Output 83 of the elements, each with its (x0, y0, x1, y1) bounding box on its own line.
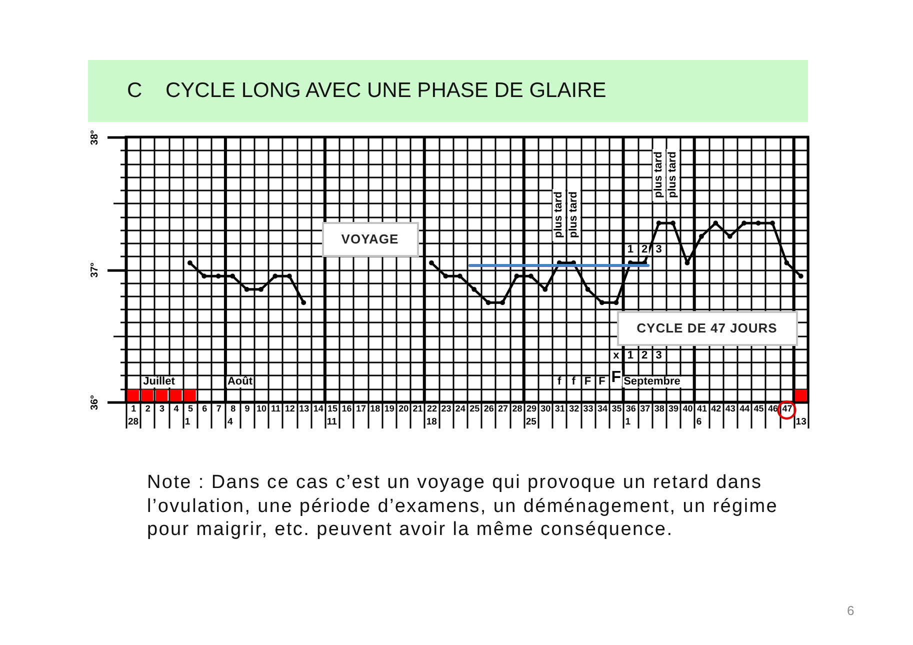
annotation: Août (226, 376, 254, 388)
annotation: Juillet (142, 376, 176, 388)
annotation: F (610, 369, 622, 386)
x-tick-label: 43 (725, 404, 736, 414)
x-tick-label: 19 (384, 404, 394, 414)
text: 11 (326, 416, 337, 428)
annotation: plus tard (552, 188, 566, 241)
y-tick-label: 37° (90, 262, 100, 278)
x-tick-label: 29 (526, 404, 536, 414)
x-tick-label: 15 (328, 404, 338, 414)
x-tick-label: 31 (554, 404, 565, 414)
annotation: VOYAGE (341, 232, 399, 246)
x-tick-label: 12 (284, 404, 295, 414)
x-tick-label: 17 (356, 404, 366, 414)
annotation: plus tard (567, 188, 580, 241)
x-tick-label: 4 (174, 404, 179, 414)
x-tick-label: 44 (740, 404, 750, 414)
annotation: Septembre (622, 376, 682, 388)
annotation: F (583, 376, 592, 388)
annotation: 3 (654, 243, 663, 256)
x-tick-label: 8 (230, 404, 236, 414)
chart-title: C CYCLE LONG AVEC UNE PHASE DE GLAIRE (88, 60, 808, 122)
text: 18 (426, 416, 437, 428)
annotation: 1 (626, 349, 634, 362)
x-tick-label: 10 (256, 404, 266, 414)
x-tick-label: 33 (583, 404, 594, 414)
x-tick-label: 35 (612, 404, 622, 414)
x-tick-label: 42 (711, 404, 722, 414)
text: 13 (796, 416, 806, 428)
x-tick-label: 7 (216, 404, 222, 414)
x-tick-label: 9 (244, 404, 250, 414)
text: 25 (526, 416, 536, 428)
annotation: x (612, 349, 620, 362)
x-tick-label: 20 (398, 404, 409, 414)
x-tick-label: 30 (540, 404, 551, 414)
annotation: F (598, 376, 606, 388)
x-tick-label: 3 (160, 404, 165, 414)
x-tick-label: 26 (484, 404, 494, 414)
x-tick-label: 16 (342, 404, 352, 414)
x-tick-label: 34 (597, 404, 608, 414)
x-tick-label: 36 (626, 404, 636, 414)
x-tick-label: 1 (131, 404, 136, 414)
annotation: 2 (640, 243, 649, 256)
x-tick-label: 37 (640, 404, 650, 414)
text: 1 (184, 416, 190, 428)
annotation: plus tard (652, 148, 666, 202)
x-tick-label: 21 (412, 404, 423, 414)
annotation: plus tard (666, 148, 680, 202)
x-tick-label: 32 (569, 404, 580, 414)
x-tick-label: 39 (668, 404, 679, 414)
x-tick-label: 41 (696, 404, 707, 414)
x-tick-label: 25 (470, 404, 480, 414)
text: 4 (227, 416, 233, 428)
annotation: CYCLE DE 47 JOURS (636, 320, 778, 336)
x-tick-label: 28 (512, 404, 522, 414)
x-tick-label: 24 (455, 404, 466, 414)
annotation: 2 (640, 349, 649, 362)
x-tick-label: 47 (782, 404, 792, 414)
x-tick-label: 2 (145, 404, 150, 414)
x-tick-label: 45 (754, 404, 764, 414)
x-tick-label: 11 (270, 404, 280, 414)
text: 6 (847, 603, 854, 618)
text: 6 (696, 416, 702, 428)
x-tick-label: 14 (313, 404, 324, 414)
y-tick-label: 38° (90, 130, 100, 146)
x-tick-label: 27 (498, 404, 508, 414)
x-tick-label: 6 (202, 404, 208, 414)
x-tick-label: 38 (654, 404, 664, 414)
x-tick-label: 46 (768, 404, 778, 414)
annotation: 1 (626, 243, 634, 256)
x-tick-label: 5 (188, 404, 193, 414)
text: 1 (625, 416, 631, 428)
annotation: f (570, 376, 576, 388)
text: 28 (128, 416, 139, 428)
y-tick-label: 36° (90, 394, 100, 410)
x-tick-label: 18 (370, 404, 380, 414)
x-tick-label: 23 (441, 404, 452, 414)
x-tick-label: 40 (682, 404, 693, 414)
text: Note : Dans ce cas c’est un voyage qui provoque un retard dans l’ovulation, une période d’examens, un déménagement, un régime pour maigrir, etc. peuvent avoir la même conséquence. (147, 471, 780, 542)
x-tick-label: 22 (426, 404, 437, 414)
annotation: f (556, 376, 562, 388)
x-tick-label: 13 (299, 404, 310, 414)
annotation: 3 (654, 349, 663, 362)
